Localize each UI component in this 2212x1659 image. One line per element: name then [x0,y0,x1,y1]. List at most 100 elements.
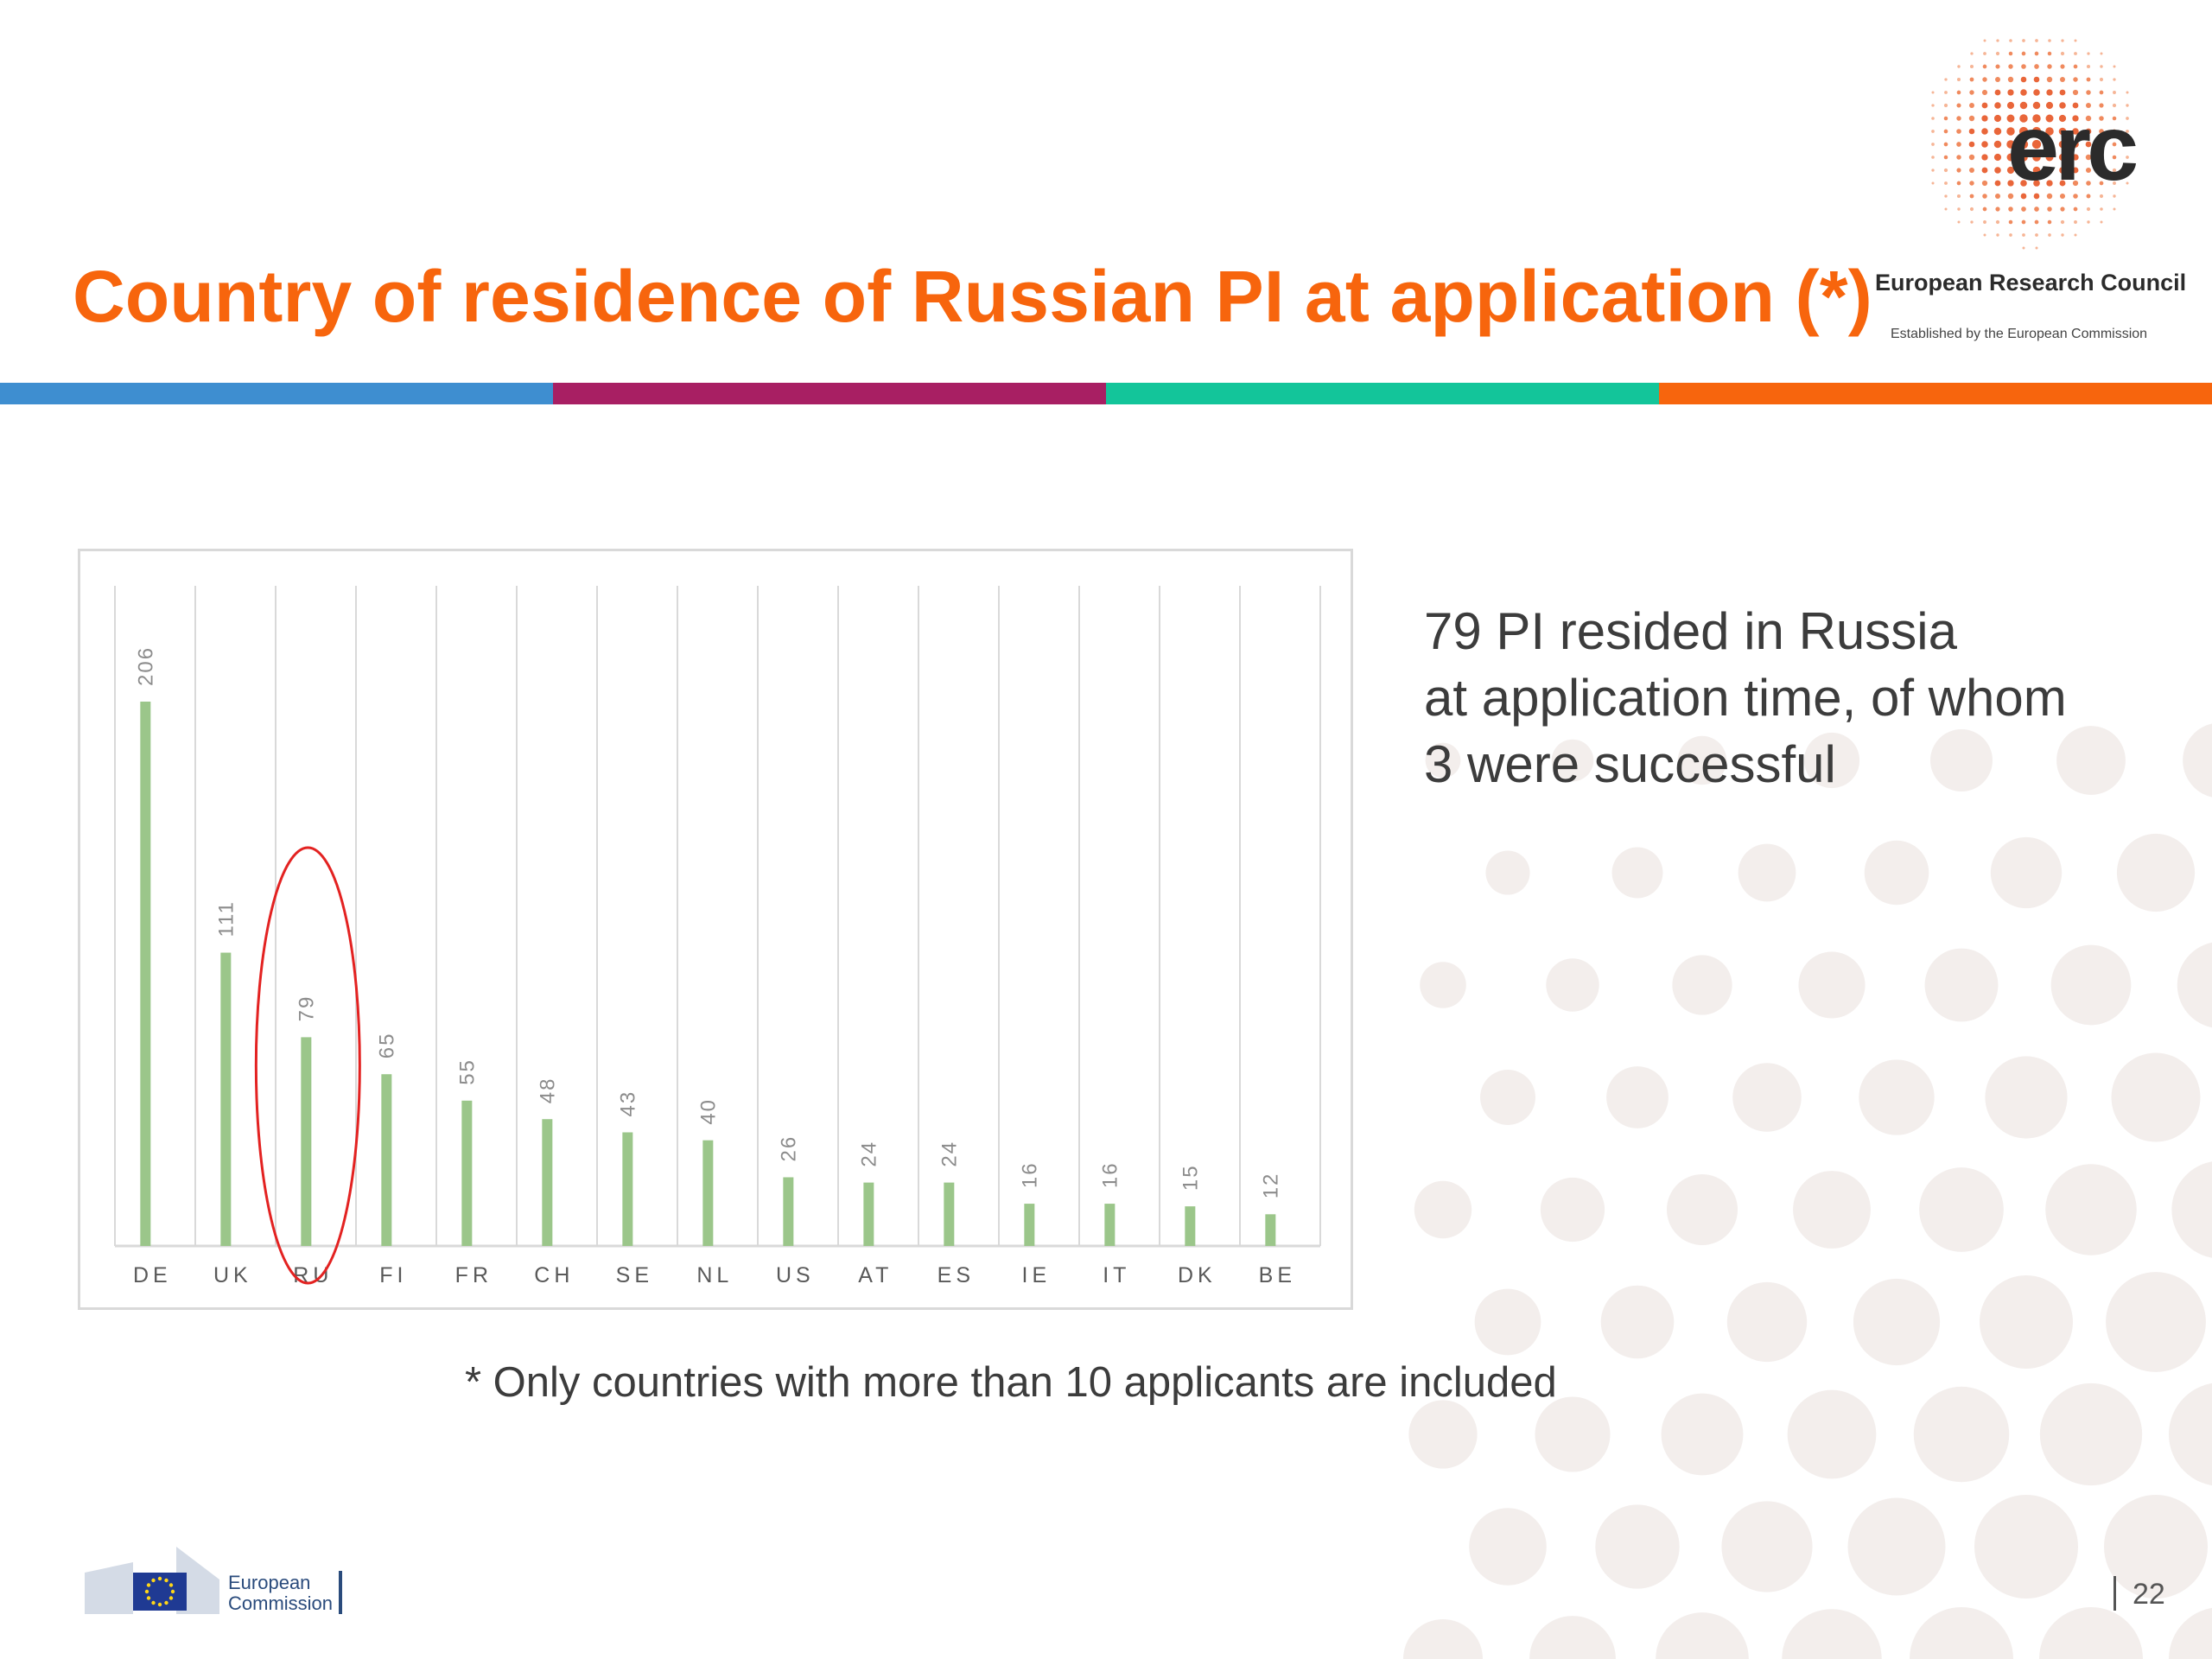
tick-label-AT: AT [858,1263,893,1287]
erc-dot [2045,166,2054,175]
erc-dot [2086,64,2091,69]
erc-dot [2074,39,2077,42]
background-dot [1721,1501,1813,1592]
erc-dot [2099,142,2104,147]
erc-dot [2032,166,2041,175]
erc-dot [2033,76,2040,83]
stripe-blue [0,383,553,404]
erc-dot [2085,154,2092,161]
erc-dot [2060,64,2065,69]
background-dot [1420,962,1466,1008]
eu-star [164,1600,168,1605]
tick-label-US: US [776,1263,815,1287]
erc-dot [2072,128,2079,135]
eu-star [144,1589,149,1594]
erc-dot [2112,155,2117,160]
tick-label-BE: BE [1259,1263,1296,1287]
background-dot [2050,944,2132,1026]
tick-label-FI: FI [379,1263,407,1287]
background-dot [1726,1281,1808,1363]
erc-dot [1943,155,1948,160]
erc-dot [1956,181,1961,186]
erc-dot [1969,64,1974,69]
erc-dot [2006,127,2015,136]
erc-dot [2045,153,2054,162]
erc-dot [2126,168,2129,172]
bar-FI [381,1074,392,1246]
erc-dot [2032,101,2041,110]
erc-dot [2126,156,2129,159]
erc-dot [1982,77,1987,82]
ec-line-2: Commission [228,1592,334,1614]
erc-dot [2059,102,2066,109]
erc-dot [1995,207,2000,212]
erc-dot [2060,51,2065,56]
erc-dot [2126,91,2129,94]
erc-dot [1983,39,1986,42]
erc-dot [1943,142,1948,147]
erc-dot [2009,39,2012,42]
background-dot [2106,1272,2206,1372]
data-label-DK: 15 [1179,1164,1202,1191]
erc-dot [1969,207,1974,212]
data-label-CH: 48 [536,1077,559,1104]
erc-dot [2100,65,2103,68]
background-dot [1793,1171,1871,1249]
erc-dot [2074,220,2077,224]
erc-dot [2032,153,2041,162]
erc-dot [1968,115,1975,122]
erc-dot [2099,168,2104,173]
erc-dot [1956,129,1961,134]
erc-dot [1981,115,1988,122]
erc-dot [1982,207,1987,212]
erc-dot [1981,154,1988,161]
eu-star [157,1576,162,1581]
erc-dot [2072,102,2079,109]
erc-dot [2046,193,2053,200]
background-dot [1408,1400,1478,1469]
erc-dot [2072,141,2079,148]
data-label-DE: 206 [134,646,157,686]
erc-dot-sphere-icon [1931,39,2129,250]
background-dot [1606,1066,1669,1128]
erc-dot [2021,207,2026,212]
callout-text: 79 PI resided in Russia at application t… [1424,598,2067,798]
tick-label-FR: FR [455,1263,493,1287]
eu-star [151,1578,156,1583]
background-dot [1913,1386,2010,1483]
erc-dot [2006,114,2015,123]
erc-dot [1994,102,2001,109]
erc-dot [2058,127,2067,136]
erc-dot [1970,52,1974,55]
erc-dot [2007,180,2014,187]
erc-dot [1943,129,1948,134]
background-dot [1672,955,1732,1015]
tick-label-IE: IE [1022,1263,1052,1287]
background-dot [1974,1495,2078,1599]
page-number: 22 [2133,1578,2165,1611]
tick-label-ES: ES [938,1263,975,1287]
erc-dot [2073,64,2078,69]
ec-line-1: European [228,1572,311,1593]
background-dot [1529,1616,1616,1659]
erc-dot [1931,91,1935,94]
erc-dot [1981,167,1988,174]
erc-dot [1968,167,1975,174]
erc-dot [2008,64,2013,69]
erc-dot [2085,167,2092,174]
erc-dot [2035,246,2038,250]
erc-dot [2018,139,2029,149]
erc-dot [1944,78,1948,81]
erc-dot [1931,117,1935,120]
erc-dot [1982,194,1987,199]
tick-label-UK: UK [213,1263,252,1287]
background-dot [1666,1173,1738,1246]
erc-dot [2008,219,2013,225]
erc-dot [1956,103,1961,108]
erc-dot [2099,77,2104,82]
erc-dot [1957,207,1961,211]
erc-dot [2019,101,2028,110]
erc-dot [2021,64,2026,69]
erc-dot [2112,129,2117,134]
slide-title: Country of residence of Russian PI at ap… [73,256,1872,337]
